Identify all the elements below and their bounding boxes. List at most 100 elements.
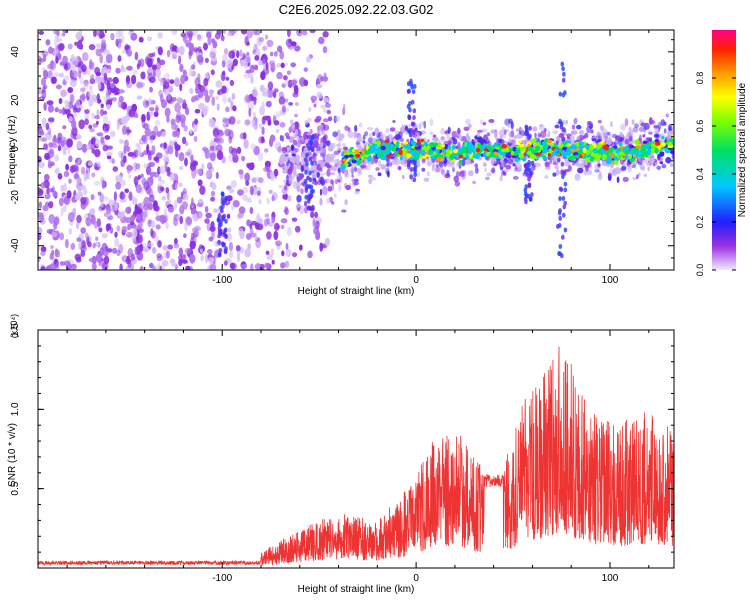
heatmap-cell <box>71 126 78 136</box>
heatmap-cell <box>314 211 318 219</box>
heatmap-cell <box>287 154 292 159</box>
heatmap-cell <box>653 124 659 129</box>
heatmap-cell <box>221 85 227 94</box>
heatmap-cell <box>286 226 292 237</box>
heatmap-cell <box>78 119 85 130</box>
heatmap-cell <box>286 70 292 75</box>
heatmap-cell <box>93 162 98 171</box>
heatmap-cell <box>239 49 243 57</box>
heatmap-cell <box>204 149 211 159</box>
heatmap-cell <box>97 81 102 90</box>
heatmap-cell <box>157 32 163 39</box>
heatmap-cell <box>199 248 204 254</box>
heatmap-cell <box>254 55 260 61</box>
heatmap-cell <box>280 62 285 69</box>
heatmap-cell <box>210 196 216 202</box>
heatmap-cell <box>291 79 298 85</box>
heatmap-cell <box>616 176 620 183</box>
heatmap-cell <box>210 69 215 76</box>
heatmap-cell <box>221 59 226 68</box>
heatmap-cell <box>638 172 641 177</box>
heatmap-cell <box>189 42 195 53</box>
heatmap-cell <box>123 145 127 155</box>
heatmap-cell <box>229 79 235 87</box>
heatmap-cell <box>199 185 205 195</box>
heatmap-cell <box>143 196 151 207</box>
heatmap-cell <box>189 236 197 247</box>
heatmap-cell <box>190 197 194 207</box>
heatmap-cell <box>175 114 181 124</box>
heatmap-cell <box>52 190 58 198</box>
heatmap-cell <box>176 196 183 204</box>
heatmap-cell <box>556 152 561 157</box>
heatmap-cell <box>466 135 470 142</box>
heatmap-cell <box>223 228 227 234</box>
heatmap-cell <box>399 137 404 142</box>
heatmap-cell <box>319 152 326 158</box>
heatmap-cell <box>387 162 393 166</box>
heatmap-cell <box>237 212 244 219</box>
heatmap-cell <box>243 139 249 149</box>
heatmap-cell <box>223 249 228 255</box>
heatmap-cell <box>291 153 296 157</box>
heatmap-cell <box>147 68 154 73</box>
heatmap-cell <box>82 52 89 62</box>
heatmap-cell <box>503 171 507 176</box>
heatmap-cell <box>243 60 249 69</box>
heatmap-cell <box>645 161 651 166</box>
heatmap-cell <box>167 206 175 213</box>
heatmap-cell <box>159 165 166 175</box>
heatmap-cell <box>157 240 162 248</box>
heatmap-cell <box>423 120 427 129</box>
heatmap-cell <box>265 100 272 108</box>
heatmap-cell <box>508 118 513 124</box>
heatmap-cell <box>367 137 374 143</box>
colorbar-tick-label: 0.4 <box>695 168 705 181</box>
heatmap-cell <box>636 150 641 154</box>
heatmap-cell <box>231 93 236 100</box>
heatmap-cell <box>345 184 351 191</box>
heatmap-cell <box>566 135 571 140</box>
heatmap-cell <box>244 119 251 126</box>
heatmap-cell <box>273 51 278 57</box>
heatmap-cell <box>582 135 586 139</box>
heatmap-cell <box>354 149 360 153</box>
heatmap-cell <box>306 194 311 200</box>
x-tick-label: 0 <box>413 573 419 584</box>
heatmap-cell <box>88 98 94 107</box>
heatmap-cell <box>216 150 224 161</box>
heatmap-cell <box>280 218 288 224</box>
heatmap-cell <box>203 77 209 87</box>
heatmap-cell <box>209 51 216 59</box>
heatmap-cell <box>205 212 212 219</box>
heatmap-cell <box>71 164 79 172</box>
heatmap-cell <box>355 153 361 158</box>
heatmap-cell <box>602 154 607 160</box>
heatmap-cell <box>295 129 299 136</box>
heatmap-cell <box>113 191 117 202</box>
heatmap-cell <box>204 206 209 213</box>
heatmap-cell <box>560 161 565 167</box>
heatmap-cell <box>87 161 93 167</box>
heatmap-cell <box>563 187 568 193</box>
heatmap-cell <box>586 126 591 134</box>
heatmap-cell <box>427 171 430 177</box>
heatmap-cell <box>174 77 180 88</box>
heatmap-cell <box>427 139 430 143</box>
heatmap-cell <box>268 189 273 194</box>
heatmap-cell <box>323 124 330 131</box>
heatmap-cell <box>80 197 87 205</box>
heatmap-cell <box>523 152 527 157</box>
colorbar-label: Normalized spectral amplitude <box>737 82 748 217</box>
heatmap-cell <box>101 233 108 239</box>
heatmap-cell <box>587 161 591 167</box>
heatmap-cell <box>38 255 41 262</box>
heatmap-cell <box>294 113 298 118</box>
heatmap-cell <box>241 155 246 162</box>
heatmap-cell <box>562 146 568 151</box>
heatmap-cell <box>600 141 604 145</box>
heatmap-cell <box>50 59 55 70</box>
heatmap-cell <box>552 130 559 135</box>
heatmap-cell <box>168 199 172 206</box>
heatmap-cell <box>232 58 238 67</box>
